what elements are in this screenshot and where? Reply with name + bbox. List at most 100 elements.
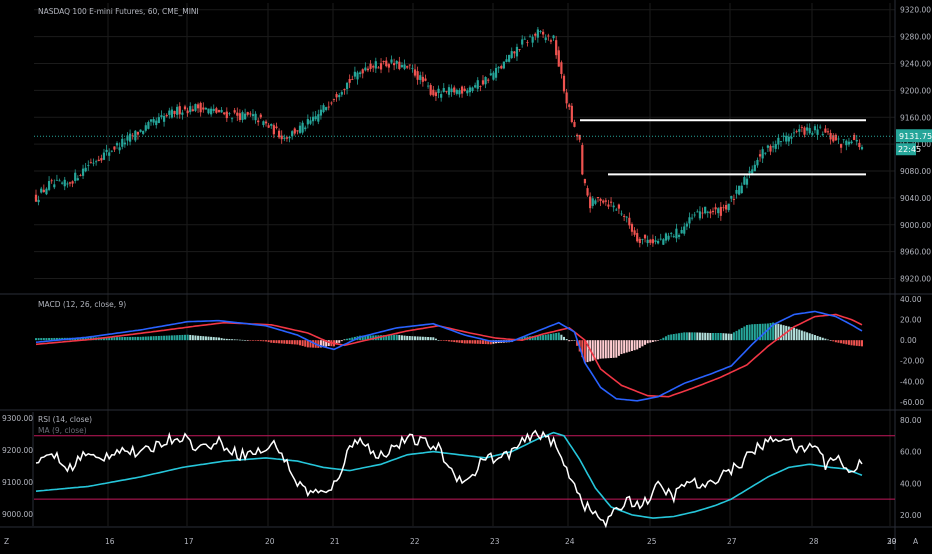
candle-body (664, 233, 668, 241)
macd-histogram-bar (317, 340, 320, 348)
macd-histogram-bar (199, 335, 202, 341)
macd-histogram-bar (270, 340, 273, 343)
candle-body (853, 134, 856, 141)
macd-histogram-bar (657, 340, 660, 341)
candle-body (855, 140, 858, 142)
candle-body (573, 122, 576, 127)
candle-body (615, 209, 618, 211)
candle-body (382, 60, 385, 63)
macd-histogram-bar (421, 336, 424, 341)
macd-histogram-bar (620, 340, 623, 355)
candle-body (586, 188, 589, 196)
macd-histogram-bar (842, 340, 845, 344)
candle-body (609, 201, 613, 203)
macd-histogram-bar (824, 338, 827, 341)
macd-histogram-bar (189, 334, 192, 341)
macd-line (35, 310, 863, 402)
candle-body (377, 67, 380, 69)
candle-body (740, 185, 743, 194)
macd-histogram-bar (544, 334, 547, 341)
time-tick-label: 30 (887, 537, 897, 546)
macd-histogram-bar (680, 332, 683, 341)
macd-histogram-bar (664, 336, 667, 341)
candle-body (277, 130, 281, 138)
candle-body (515, 46, 519, 57)
macd-histogram-bar (617, 340, 620, 356)
candle-body (63, 179, 66, 187)
time-tick-label: 23 (490, 537, 500, 546)
candle-body (398, 61, 401, 69)
candle-body (429, 85, 432, 95)
candle-body (76, 178, 79, 181)
macd-histogram-bar (458, 340, 461, 343)
macd-histogram-bar (827, 339, 830, 341)
macd-histogram-bar (327, 340, 330, 347)
candle-body (544, 37, 547, 41)
candle-body (819, 126, 822, 128)
candle-body (181, 112, 184, 115)
macd-histogram-bar (586, 340, 589, 363)
macd-histogram-bar (638, 340, 641, 348)
macd-histogram-bar (521, 337, 524, 341)
candle-body (385, 60, 388, 67)
macd-histogram-bar (698, 332, 701, 341)
candle-body (267, 125, 270, 128)
macd-histogram-bar (262, 340, 265, 342)
candle-body (327, 106, 330, 108)
macd-histogram-bar (343, 339, 346, 341)
macd-histogram-bar (706, 332, 709, 341)
macd-histogram-bar (194, 335, 197, 341)
macd-histogram-bar (662, 337, 665, 341)
candle-body (186, 110, 189, 114)
candle-body (492, 72, 495, 80)
candle-body (168, 110, 171, 115)
macd-histogram-bar (779, 324, 782, 341)
macd-histogram-bar (150, 336, 153, 341)
macd-histogram-bar (806, 332, 809, 341)
price-tick-label: 8920.00 (900, 275, 931, 284)
macd-histogram-bar (649, 340, 652, 343)
candle-body (709, 211, 712, 214)
macd-histogram-bar (696, 332, 699, 341)
candle-body (698, 211, 702, 219)
macd-histogram-bar (772, 322, 775, 341)
candle-body (142, 130, 145, 134)
candle-body (421, 76, 424, 82)
macd-histogram-bar (777, 323, 780, 341)
macd-histogram-bar (293, 340, 296, 345)
candle-body (654, 240, 657, 242)
candle-body (249, 113, 252, 115)
macd-histogram-bar (37, 338, 40, 341)
candle-body (236, 112, 239, 116)
macd-histogram-bar (740, 327, 743, 341)
macd-histogram-bar (476, 340, 479, 344)
macd-histogram-bar (709, 332, 712, 341)
time-tick-label: 25 (647, 537, 657, 546)
candle-body (568, 104, 571, 107)
candle-body (484, 76, 487, 85)
macd-histogram-bar (215, 337, 218, 341)
candle-body (406, 66, 409, 68)
rsi-tick-label: 80.00 (900, 416, 922, 425)
macd-histogram-bar (366, 335, 369, 341)
macd-histogram-bar (411, 336, 414, 341)
macd-histogram-bar (583, 340, 586, 363)
macd-histogram-bar (455, 340, 458, 343)
macd-histogram-bar (340, 340, 343, 342)
macd-histogram-bar (116, 337, 119, 341)
time-tick-label: 17 (184, 537, 194, 546)
macd-histogram-bar (610, 340, 613, 358)
rsi-tick-label: 40.00 (900, 479, 922, 488)
macd-histogram-bar (471, 340, 474, 344)
macd-histogram-bar (646, 340, 649, 344)
macd-histogram-bar (453, 340, 456, 343)
candle-body (254, 113, 257, 121)
macd-histogram-bar (732, 332, 735, 341)
macd-histogram-bar (847, 340, 850, 345)
macd-histogram-bar (803, 331, 806, 341)
macd-histogram-bar (183, 334, 186, 341)
last-price-badge (896, 129, 932, 143)
candle-body (275, 126, 278, 128)
candle-body (47, 181, 51, 190)
